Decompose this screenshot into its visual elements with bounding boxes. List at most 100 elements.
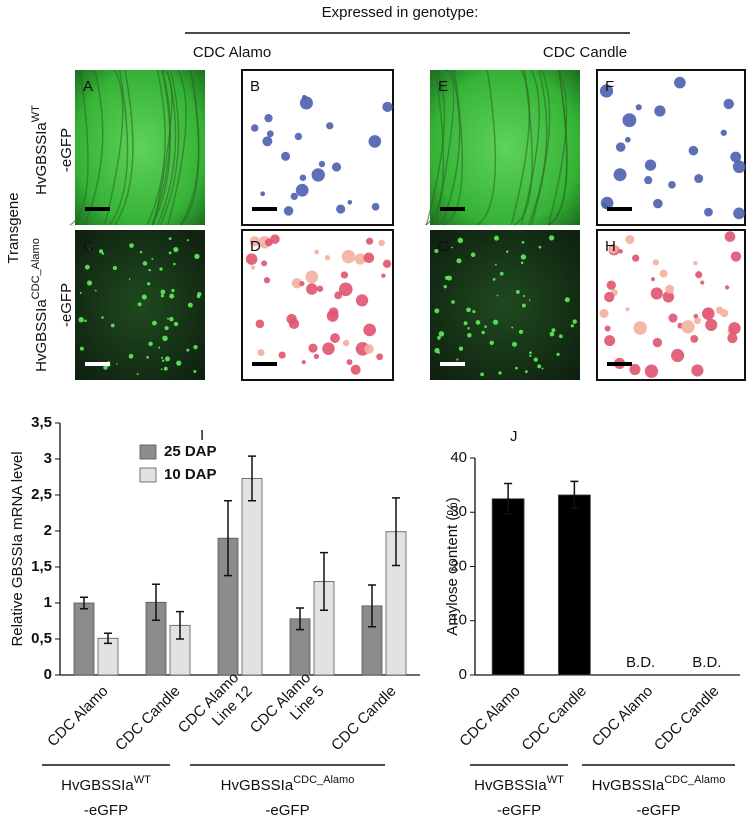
granule bbox=[564, 297, 570, 303]
cell-wall bbox=[425, 69, 445, 226]
granule bbox=[475, 320, 481, 325]
scale-bar bbox=[252, 207, 277, 211]
granule bbox=[693, 317, 701, 325]
label-line: HvGBSSIaWT bbox=[474, 774, 564, 794]
granule bbox=[173, 246, 179, 253]
error-bar bbox=[392, 497, 400, 567]
granule bbox=[572, 319, 577, 324]
x-tick-label: CDC Alamo bbox=[44, 683, 111, 750]
x-tick-label: CDC Candle bbox=[651, 683, 723, 755]
cell-wall bbox=[151, 69, 171, 226]
label-text: HvGBSSIa bbox=[33, 122, 50, 195]
granule bbox=[720, 129, 727, 136]
granule bbox=[160, 368, 163, 371]
label-text: HvGBSSIa bbox=[221, 777, 294, 794]
granule bbox=[299, 96, 313, 110]
granule bbox=[112, 265, 118, 271]
error-bar bbox=[570, 480, 579, 510]
granule bbox=[608, 244, 619, 254]
panel-letter: F bbox=[605, 78, 614, 95]
granule bbox=[311, 168, 325, 182]
y-tick-label: 0 bbox=[44, 666, 52, 683]
granule bbox=[110, 323, 115, 328]
granule bbox=[723, 98, 734, 110]
granule bbox=[148, 341, 153, 347]
granule bbox=[613, 168, 627, 182]
granule bbox=[671, 348, 685, 363]
cell-wall bbox=[180, 69, 200, 226]
granule bbox=[136, 373, 139, 376]
granule bbox=[193, 369, 197, 374]
granule bbox=[168, 251, 172, 255]
granule bbox=[653, 198, 663, 209]
granule bbox=[169, 293, 175, 299]
image-panels: A B E FC D G HHvGBSSIaWT-eGFPHvGBSSIaCDC_Alamo… bbox=[30, 69, 746, 381]
granule bbox=[334, 291, 343, 300]
label-text: HvGBSSIa bbox=[592, 777, 665, 794]
granule bbox=[701, 307, 715, 321]
label-text: HvGBSSIa bbox=[61, 777, 134, 794]
granule bbox=[492, 278, 496, 281]
granule bbox=[326, 122, 334, 130]
granule bbox=[308, 343, 318, 353]
granule bbox=[101, 316, 104, 319]
granule bbox=[163, 366, 168, 371]
granule bbox=[381, 273, 386, 278]
cell-wall bbox=[159, 69, 180, 226]
granule bbox=[314, 249, 320, 255]
granule bbox=[313, 353, 320, 359]
x-tick-label-line: CDC Alamo bbox=[456, 683, 523, 750]
granule bbox=[437, 336, 441, 340]
granule bbox=[633, 321, 648, 335]
genotype-label: HvGBSSIaCDC_Alamo -eGFP bbox=[30, 238, 75, 372]
y-axis-label: Amylose content (%) bbox=[444, 497, 461, 635]
granule bbox=[151, 320, 157, 326]
transgene-label: Transgene bbox=[5, 192, 22, 263]
granule bbox=[281, 151, 291, 161]
granule bbox=[520, 254, 527, 260]
granule bbox=[499, 271, 504, 276]
granule bbox=[301, 360, 306, 365]
granule bbox=[705, 318, 718, 332]
granule bbox=[340, 271, 349, 279]
label-line: HvGBSSIaCDC_Alamo bbox=[221, 774, 355, 794]
panel-letter: B bbox=[250, 78, 260, 95]
label-text: HvGBSSIa bbox=[474, 777, 547, 794]
scale-bar bbox=[440, 362, 465, 366]
granule bbox=[451, 300, 455, 304]
granule bbox=[263, 277, 271, 284]
granule bbox=[511, 326, 514, 329]
y-tick-label: 0 bbox=[459, 666, 467, 683]
label-sup: WT bbox=[134, 774, 151, 786]
granule bbox=[644, 364, 659, 378]
granule bbox=[84, 319, 87, 323]
bar bbox=[557, 494, 591, 676]
y-axis-label: Relative GBSSIa mRNA level bbox=[9, 451, 26, 646]
granule bbox=[382, 259, 392, 268]
granule bbox=[291, 278, 303, 289]
error-bar bbox=[248, 455, 256, 502]
granule bbox=[88, 249, 91, 252]
scale-bar bbox=[85, 207, 110, 211]
x-tick-label: CDC Candle bbox=[112, 683, 184, 755]
scale-bar bbox=[607, 362, 632, 366]
granule bbox=[652, 259, 659, 266]
granule bbox=[457, 237, 464, 244]
cell-wall bbox=[146, 69, 166, 226]
granule bbox=[629, 363, 641, 376]
granule bbox=[659, 269, 668, 278]
error-bar bbox=[152, 583, 160, 622]
granule bbox=[599, 308, 609, 318]
granule bbox=[299, 280, 305, 287]
error-bar bbox=[296, 607, 304, 631]
cell-wall bbox=[167, 69, 187, 226]
genotype-label: CDC Alamo bbox=[193, 44, 271, 61]
granule bbox=[494, 263, 497, 266]
granule bbox=[695, 271, 703, 279]
granule bbox=[524, 370, 528, 374]
label-sup: WT bbox=[30, 105, 42, 122]
granule bbox=[688, 145, 699, 156]
